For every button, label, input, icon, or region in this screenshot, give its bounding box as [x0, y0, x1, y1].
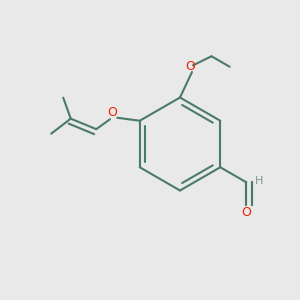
Text: H: H — [255, 176, 263, 186]
Text: O: O — [107, 106, 117, 119]
Text: O: O — [241, 206, 251, 219]
Text: O: O — [186, 60, 195, 73]
